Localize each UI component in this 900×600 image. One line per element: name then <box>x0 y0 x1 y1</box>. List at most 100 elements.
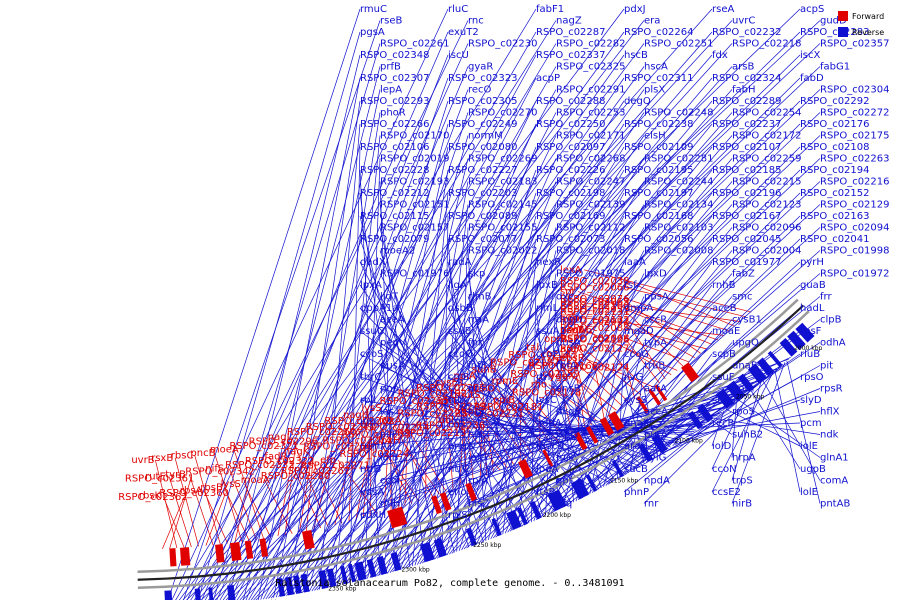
reverse-feature <box>318 570 329 589</box>
kbp-tick-label: 2100 kbp <box>675 438 703 445</box>
reverse-gene-label: prfB <box>380 62 401 73</box>
reverse-gene-label: phnP <box>624 487 649 498</box>
reverse-gene-label: suhB2 <box>732 430 763 441</box>
reverse-gene-label: RSPO_c02281 <box>644 154 714 165</box>
label-connector-line <box>228 468 257 540</box>
reverse-gene-label: uvrC <box>732 16 755 27</box>
label-connector-line <box>379 204 426 563</box>
reverse-gene-label: thrC <box>360 372 381 383</box>
reverse-gene-label: RSPO_c02288 <box>536 96 606 107</box>
reverse-gene-label: rpsO <box>800 372 824 383</box>
reverse-gene-label: RSPO_c02237 <box>712 119 782 130</box>
reverse-gene-label: RSPO_c02247 <box>556 177 626 188</box>
label-connector-line <box>531 284 537 523</box>
reverse-gene-label: RSPO_c02282 <box>556 39 626 50</box>
reverse-gene-label: RSPO_c02112 <box>556 223 626 234</box>
label-connector-line <box>303 112 381 593</box>
label-connector-line <box>379 181 396 572</box>
reverse-feature <box>326 568 337 588</box>
label-connector-line <box>190 20 557 600</box>
reverse-gene-label: lpdA <box>536 464 558 475</box>
reverse-gene-label: RSPO_c02004 <box>732 246 802 257</box>
reverse-gene-label: RSPO_c02357 <box>820 39 890 50</box>
reverse-feature <box>767 350 783 368</box>
forward-gene-label: RSPO_c02068 <box>560 333 630 344</box>
label-connector-line <box>575 373 586 429</box>
label-connector-line <box>711 372 774 493</box>
label-connector-line <box>362 446 370 518</box>
reverse-gene-label: RSPO_c02259 <box>732 154 802 165</box>
reverse-gene-label: RSPO_c02311 <box>624 73 694 84</box>
reverse-gene-label: RSPO_c01972 <box>820 269 890 280</box>
label-connector-line <box>253 66 733 600</box>
reverse-gene-label: RSPO_c02155 <box>468 223 538 234</box>
reverse-gene-label: RSPO_c02251 <box>644 39 714 50</box>
label-connector-line <box>461 227 645 551</box>
legend-swatch-reverse <box>838 27 848 37</box>
reverse-gene-label: RSPO_c02018 <box>556 246 626 257</box>
reverse-feature <box>517 507 528 526</box>
label-connector-line <box>447 238 472 547</box>
label-connector-line <box>298 460 312 533</box>
reverse-gene-label: pit <box>820 361 833 372</box>
reverse-gene-label: RSPO_c01975 <box>556 269 626 280</box>
forward-gene-label: RSPO_c02126 <box>560 335 630 346</box>
forward-gene-label: pspE <box>560 325 584 336</box>
reverse-gene-label: addA <box>536 418 562 429</box>
legend: Forward Reverse <box>838 8 898 40</box>
forward-gene-label: RSPO_c02178 <box>512 388 582 399</box>
forward-gene-label: recJ <box>359 442 378 453</box>
reverse-gene-label: ssuA1 <box>536 326 566 337</box>
forward-gene-label: RSPO_c02076 <box>560 294 630 305</box>
label-connector-line <box>583 329 678 371</box>
reverse-gene-label: rimL <box>536 303 559 314</box>
label-connector-line <box>227 54 361 600</box>
reverse-gene-label: RSPO_c02145 <box>468 200 538 211</box>
forward-gene-label: RSPO_c02159 <box>510 369 580 380</box>
label-connector-line <box>213 43 381 600</box>
forward-gene-label: rpmE <box>492 376 519 387</box>
reverse-gene-label: gyaR <box>468 62 493 73</box>
reverse-gene-label: typA <box>644 338 667 349</box>
kbp-tick-label: 2300 kbp <box>401 566 429 573</box>
reverse-feature <box>577 478 590 496</box>
reverse-gene-label: RSPO_c02253 <box>556 108 626 119</box>
reverse-gene-label: comA <box>820 476 848 487</box>
forward-gene-label: lysS <box>221 479 241 490</box>
reverse-gene-label: nusA <box>380 361 405 372</box>
label-connector-line <box>334 135 381 587</box>
reverse-gene-label: RSPO_c02307 <box>360 73 430 84</box>
reverse-gene-label: rseA <box>712 4 734 15</box>
reverse-gene-label: dxr <box>556 292 573 303</box>
reverse-gene-label: iolB <box>380 453 399 464</box>
reverse-gene-label: crcB <box>448 372 470 383</box>
reverse-gene-label: lpxB <box>536 280 558 291</box>
reverse-gene-label: RSPO_c02248 <box>644 108 714 119</box>
label-connector-line <box>698 422 713 430</box>
forward-gene-label: RSPO_c02235 <box>380 396 450 407</box>
forward-gene-label: RSPO_c02100 <box>560 301 630 312</box>
kbp-tick-label: 2050 kbp <box>736 393 764 400</box>
reverse-gene-label: ccoP <box>536 349 559 360</box>
reverse-gene-label: acpS <box>800 4 824 15</box>
forward-feature <box>608 411 625 431</box>
label-connector-line <box>467 319 572 504</box>
reverse-gene-label: dppA1a <box>360 303 398 314</box>
reverse-gene-label: rluB <box>800 349 820 360</box>
label-connector-line <box>169 478 192 549</box>
reverse-feature <box>779 338 798 357</box>
reverse-gene-label: hscB <box>624 50 648 61</box>
reverse-gene-label: RSPO_c02226 <box>536 165 606 176</box>
forward-feature <box>599 417 615 436</box>
reverse-feature <box>300 573 310 593</box>
reverse-gene-label: engA <box>448 441 474 452</box>
reverse-gene-label: RSPO_c02198 <box>536 188 606 199</box>
forward-gene-label: RSPO_c02124 <box>560 362 630 373</box>
label-connector-line <box>230 54 449 600</box>
legend-swatch-forward <box>838 11 848 21</box>
forward-gene-label: moeA <box>210 445 239 456</box>
reverse-gene-label: RSPO_c02041 <box>800 234 870 245</box>
forward-gene-label: pncB <box>190 448 215 459</box>
reverse-gene-label: aceA <box>380 315 405 326</box>
